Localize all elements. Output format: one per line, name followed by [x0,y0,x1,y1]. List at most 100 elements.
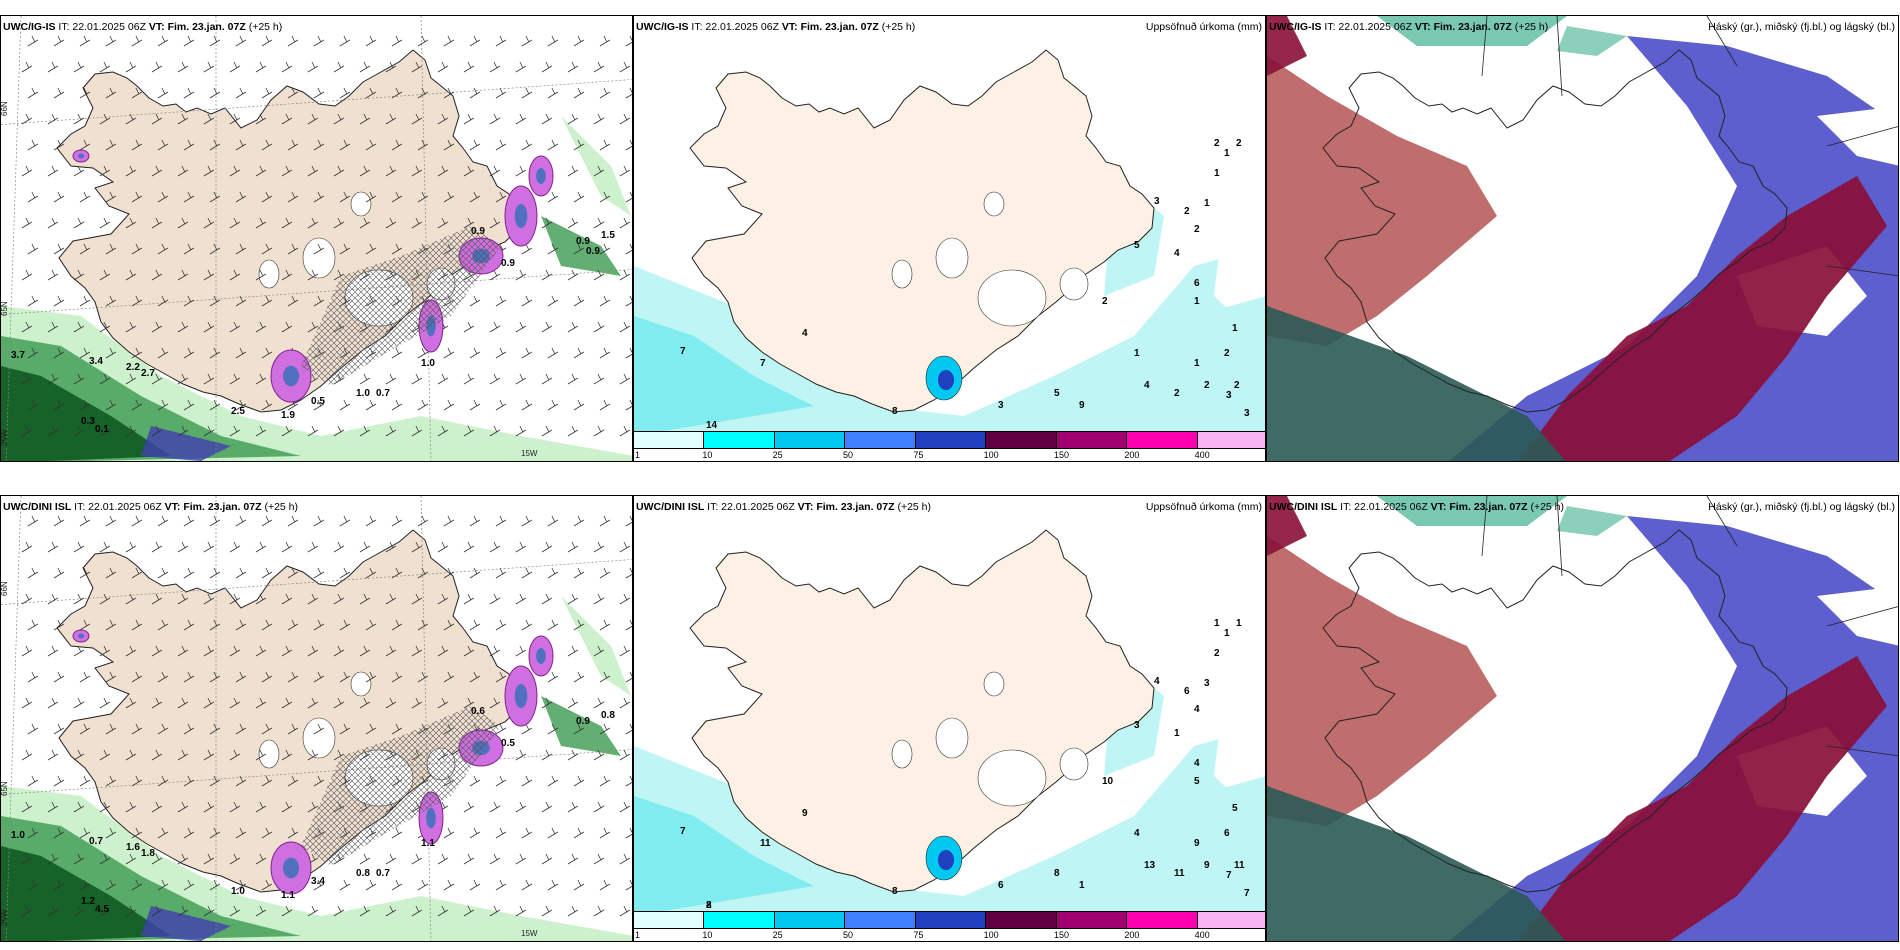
lead-time: (+25 h) [894,501,932,513]
glacier [983,671,1005,697]
model-name: UWC/IG-IS [1269,21,1322,33]
lon-label-25w: 25W [1,909,9,926]
legend-swatch [774,432,846,448]
wind-value: 3.7 [11,350,25,361]
precip-value: 3 [998,400,1004,411]
wind-value: 1.1 [281,890,295,901]
wind-value: 1.0 [421,358,435,369]
legend-tick: 50 [843,930,854,940]
model-name: UWC/DINI ISL [3,501,72,513]
wind-value: 0.9 [471,226,485,237]
legend-tick: 50 [843,450,854,460]
iceland-landmass [1322,529,1788,893]
model-name: UWC/IG-IS [636,21,689,33]
cloud-map-panel-dini: UWC/DINI ISL IT: 22.01.2025 06Z VT: Fim.… [1266,495,1899,942]
precip-value: 9 [1194,838,1200,849]
precip-value: 3 [1226,390,1232,401]
precip-value: 8 [706,900,712,911]
panel-header: UWC/DINI ISL IT: 22.01.2025 06Z VT: Fim.… [636,501,931,513]
legend-tick: 25 [772,450,783,460]
lead-time: (+25 h) [261,501,299,513]
legend-tick: 1 [635,930,641,940]
precip-map-panel-igis: 14 7 7 4 8 3 9 5 4 2 2 2 3 3 1 2 1 1 2 1 6 4 3 5 2 2 1 1 1 2 2 1 10 25 50 7… [633,15,1266,462]
lat-label-65n: 65N [1,781,9,796]
glacier [935,717,969,759]
precip-legend: 1 10 25 50 75 100 150 200 400 [634,911,1265,941]
precip-legend: 1 10 25 50 75 100 150 200 400 [634,431,1265,461]
wind-value: 3.4 [89,356,103,367]
wind-value: 0.7 [376,388,390,399]
legend-tick: 150 [1054,450,1070,460]
precip-value: 2 [1204,380,1210,391]
wind-value: 3.4 [311,876,325,887]
wind-value: 0.9 [501,258,515,269]
panel-title: Uppsöfnuð úrkoma (mm) [1145,21,1262,33]
precip-value: 2 [706,900,712,911]
glacier [935,237,969,279]
legend-swatch [634,912,705,928]
precip-value: 11 [1234,860,1245,871]
lat-label-66n: 66N [1,581,9,596]
wind-map-panel-dini: 1.0 0.7 1.8 1.6 1.2 4.5 1.1 1.0 3.4 1.1 0.7 0.8 0.6 0… [0,495,633,942]
precip-value: 1 [1232,323,1238,334]
init-time: IT: 22.01.2025 06Z [704,501,798,513]
legend-tick: 200 [1124,450,1140,460]
legend-tick: 25 [772,930,783,940]
precip-value: 4 [1194,704,1200,715]
precip-value: 1 [1214,618,1220,629]
iceland-landmass [56,49,522,413]
panel-header: UWC/IG-IS IT: 22.01.2025 06Z VT: Fim. 23… [3,21,282,33]
lat-label-65n: 65N [1,301,9,316]
legend-swatch [915,912,987,928]
legend-swatch [704,432,775,448]
legend-tick: 10 [702,450,713,460]
valid-time: VT: Fim. 23.jan. 07Z [781,21,879,33]
cloud-map-panel-igis: UWC/IG-IS IT: 22.01.2025 06Z VT: Fim. 23… [1266,15,1899,462]
wind-value: 0.9 [576,236,590,247]
precip-value: 2 [1214,648,1220,659]
precip-value: 3 [1204,678,1210,689]
valid-time: VT: Fim. 23.jan. 07Z [148,21,246,33]
model-name: UWC/DINI ISL [1269,501,1338,513]
wind-value: 4.5 [95,904,109,915]
panel-header: UWC/DINI ISL IT: 22.01.2025 06Z VT: Fim.… [1269,501,1564,513]
wind-value-labels: 3.73.42.72.20.30.11.92.50.51.00.71.00.90… [11,226,615,435]
precip-value: 5 [1194,776,1200,787]
precip-value: 6 [1194,278,1200,289]
wind-value: 0.5 [311,396,325,407]
precip-value: 2 [1234,380,1240,391]
wind-value: 0.7 [376,868,390,879]
precip-value: 11 [1174,868,1185,879]
wind-value: 0.8 [356,868,370,879]
snow-hatch [301,226,501,386]
glacier [302,717,336,759]
model-name: UWC/DINI ISL [636,501,705,513]
precip-value: 8 [1054,868,1060,879]
precip-value: 3 [1244,408,1250,419]
precip-value: 2 [1236,138,1242,149]
precip-value: 1 [1204,198,1210,209]
wind-value: 1.0 [231,886,245,897]
precip-value: 3 [1154,196,1160,207]
wind-value: 0.8 [601,710,615,721]
lon-label-25w: 25W [1,429,9,446]
glacier [1059,747,1089,781]
precip-value: 11 [760,838,771,849]
precip-value: 2 [1194,224,1200,235]
glacier [350,191,372,217]
precip-value: 5 [1134,240,1140,251]
init-time: IT: 22.01.2025 06Z [1337,501,1431,513]
precip-value: 6 [998,880,1004,891]
wind-value: 2.5 [231,406,245,417]
legend-swatch [1127,912,1198,928]
legend-tick: 1 [635,450,641,460]
precip-value: 13 [1144,860,1156,871]
glacier [1059,267,1089,301]
precip-value: 2 [1102,296,1108,307]
glacier [258,259,280,289]
precip-value: 2 [1174,388,1180,399]
legend-swatch [1056,432,1128,448]
snow-hatch [301,706,501,866]
lead-time: (+25 h) [245,21,283,33]
